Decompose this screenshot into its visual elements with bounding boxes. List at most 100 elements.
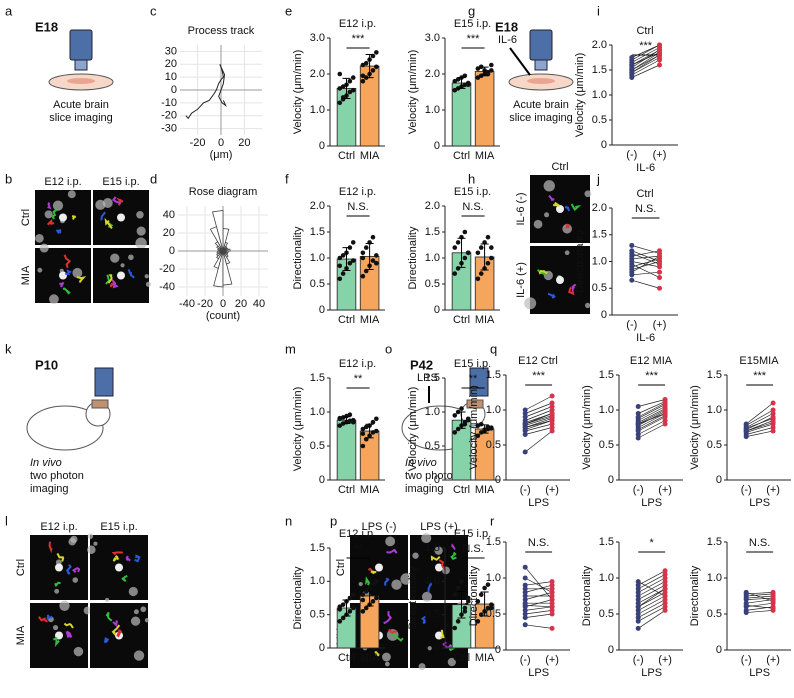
panel-letter: n	[285, 513, 292, 528]
error-bar	[457, 411, 466, 429]
process-trace	[383, 577, 390, 587]
significance: ***	[467, 33, 481, 45]
data-point	[462, 229, 468, 235]
y-tick-label: 1.0	[310, 104, 325, 116]
cell	[87, 545, 96, 554]
pair-line	[638, 610, 666, 629]
y-axis-label: Velocity (μm/min)	[689, 385, 701, 470]
data-point	[455, 426, 461, 432]
data-point	[657, 269, 663, 275]
cell	[524, 297, 537, 310]
objective	[69, 29, 93, 61]
y-axis-label: Velocity (μm/min)	[292, 387, 304, 472]
stage-label: E18	[35, 19, 58, 34]
data-point	[465, 417, 471, 423]
cell	[93, 541, 98, 546]
pair-line	[638, 415, 666, 430]
y-tick-label: 0	[601, 139, 607, 151]
error-bar	[457, 77, 466, 89]
cell	[564, 250, 570, 256]
y-tick-label: 0.5	[592, 114, 607, 126]
data-point	[635, 421, 641, 427]
x-tick-label: 20	[238, 137, 250, 149]
cell	[117, 271, 125, 280]
data-point	[485, 234, 491, 240]
data-point	[522, 421, 528, 427]
data-point	[370, 258, 376, 263]
data-point	[337, 619, 343, 624]
process-trace	[374, 650, 380, 657]
cell	[37, 267, 43, 273]
y-tick-label: 1.5	[707, 369, 722, 381]
y-tick-label: -20	[159, 263, 175, 275]
y-tick-label: 1.5	[425, 226, 440, 238]
cell	[39, 243, 49, 253]
data-point	[462, 82, 468, 88]
pair-line	[638, 420, 666, 435]
bar	[474, 71, 495, 147]
y-tick-label: 1.5	[310, 542, 325, 554]
row-label: Ctrl	[335, 559, 347, 576]
process-trace	[112, 554, 120, 562]
column-label: E12 i.p.	[40, 521, 77, 533]
panel-letter: i	[597, 3, 600, 18]
data-point	[549, 418, 555, 423]
treatment-arrow	[509, 47, 531, 76]
x-tick-label: Ctrl	[453, 150, 470, 162]
x-tick-label: Ctrl	[453, 484, 470, 496]
cell	[533, 219, 543, 229]
x-tick-label: (+)	[658, 654, 672, 666]
data-point	[452, 87, 458, 93]
data-point	[629, 242, 635, 248]
x-tick-label: 20	[235, 298, 247, 310]
data-point	[347, 595, 353, 601]
data-point	[360, 597, 366, 603]
data-point	[452, 592, 458, 597]
pair-line	[525, 395, 553, 411]
process-trace	[548, 195, 555, 201]
pair-line	[631, 263, 660, 278]
y-tick-label: 2.0	[592, 39, 607, 51]
pair-line	[631, 54, 660, 73]
significance: N.S.	[528, 537, 549, 549]
data-point	[657, 42, 663, 48]
pair-line	[638, 402, 666, 418]
data-point	[363, 245, 369, 250]
data-point	[635, 414, 641, 420]
cell	[427, 646, 432, 651]
panel-letter: h	[468, 171, 475, 186]
data-point	[462, 421, 468, 427]
process-trace	[570, 203, 582, 212]
data-point	[452, 413, 458, 418]
data-point	[770, 605, 776, 611]
objective	[94, 367, 114, 397]
process-trace	[56, 552, 65, 562]
x-tick-label: 40	[253, 298, 265, 310]
y-tick-label: 0	[434, 140, 440, 152]
y-tick-label: 1.5	[425, 542, 440, 554]
significance: ***	[639, 40, 653, 52]
data-point	[770, 407, 776, 413]
cell	[105, 597, 110, 602]
y-tick-label: 0.5	[707, 439, 722, 451]
data-point	[337, 423, 343, 428]
cell	[400, 573, 412, 585]
data-point	[629, 261, 635, 267]
data-point	[340, 615, 346, 621]
data-point	[337, 263, 343, 269]
data-point	[635, 589, 641, 595]
error-bar	[480, 243, 489, 271]
pair-line	[746, 430, 774, 437]
data-point	[455, 585, 461, 591]
stage-label: P42	[410, 357, 433, 372]
y-tick-label: 0	[319, 140, 325, 152]
data-point	[522, 564, 528, 570]
data-point	[657, 259, 663, 264]
process-trace	[564, 205, 570, 212]
cell	[543, 180, 555, 192]
process-trace	[388, 628, 398, 634]
data-point	[374, 416, 379, 422]
data-point	[770, 415, 776, 421]
data-point	[337, 276, 343, 282]
y-axis-label: Directonality	[468, 565, 480, 626]
